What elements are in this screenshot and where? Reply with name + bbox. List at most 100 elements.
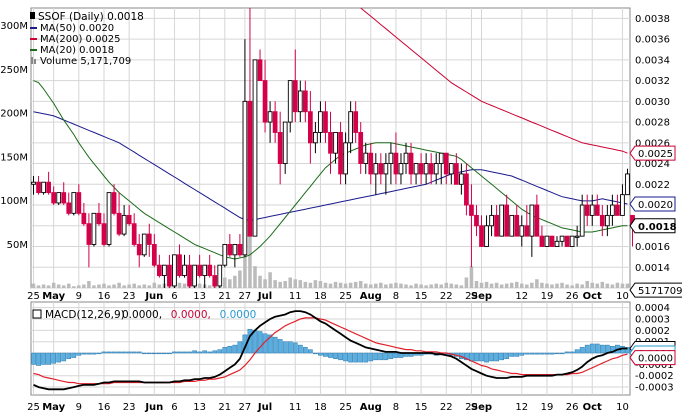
candle-body [479,225,484,247]
macd-histogram-bar [76,352,82,356]
candle-body [318,111,323,133]
volume-bar [228,279,232,288]
volume-bar [117,282,121,288]
candle-body [323,111,328,133]
candle-body [514,214,520,237]
volume-bar [132,283,136,288]
volume-bar [298,280,303,288]
volume-tick-label: 100M [0,196,28,207]
macd-histogram-bar [267,334,273,354]
candle-body [494,214,499,237]
candle-body [56,192,62,204]
candle-body [333,131,338,154]
volume-bar [66,283,71,288]
price-flag [629,145,676,161]
macd-readout-value: 0.0000, [122,309,162,321]
candle-body [31,181,36,185]
candle-body [363,152,369,165]
candle-body [111,192,117,214]
candle-body [625,173,630,196]
volume-bar [283,281,287,288]
candle-body [368,152,374,175]
candle-body [594,204,600,216]
candle-body [438,152,444,165]
price-x-tick-label: 6 [171,291,177,302]
candle-body [569,235,575,247]
volume-bar [61,285,66,288]
candle-body [534,204,540,237]
volume-bar [363,283,368,288]
volume-bar [590,282,595,288]
macd-x-tick-label: 6 [171,402,177,413]
volume-bar [41,284,46,288]
candle-body [459,173,464,185]
volume-bar [87,281,91,288]
volume-tick-label: 50M [7,240,28,251]
macd-histogram-bar [554,352,560,355]
volume-bar [243,253,247,288]
volume-bar [434,283,438,288]
candle-body [272,111,278,133]
price-x-tick-label: 21 [218,291,231,302]
price-y-tick-label: 0.0034 [635,55,670,66]
macd-histogram-bar [277,339,283,354]
volume-bar [620,283,625,288]
macd-histogram-bar [363,352,369,363]
candle-body [66,202,72,214]
candle-body [121,214,127,235]
volume-bar [358,281,363,288]
price-x-tick-label: 9 [76,291,82,302]
macd-histogram-bar [146,352,152,355]
volume-bar [51,282,56,288]
price-flag [629,282,682,298]
price-y-tick-label: 0.0036 [635,35,670,46]
macd-histogram-bar [318,352,323,356]
candle-body [489,214,494,227]
macd-histogram-bar [287,341,293,354]
volume-bar [92,285,96,288]
candle-body [136,243,142,256]
candle-body [131,223,137,245]
candle-body [544,235,550,247]
volume-bar [565,284,569,288]
volume-bar [333,281,338,288]
macd-panel [30,301,631,396]
volume-bar [147,285,152,288]
volume-bar [323,282,328,288]
macd-histogram-bar [574,349,580,354]
candle-body [549,235,555,247]
volume-bar [459,285,464,288]
candle-body [589,204,595,216]
price-x-tick-label: May [42,291,65,302]
macd-histogram-bar [559,352,565,355]
candle-body [584,204,590,216]
volume-bar [484,281,489,288]
macd-histogram-bar [474,352,479,362]
macd-y-tick-label: -0.0003 [635,383,674,394]
macd-legend-icon [32,309,42,319]
price-x-tick-label: 25 [27,291,40,302]
price-x-tick-label: 19 [541,291,554,302]
candle-body [46,181,51,194]
volume-bar [379,282,383,288]
candle-body [177,254,182,277]
macd-histogram-bar [182,351,187,354]
macd-histogram-bar [86,352,92,355]
macd-readout-value: 0.0000 [220,309,257,321]
macd-histogram-bar [464,352,469,361]
volume-bar [278,281,282,288]
macd-x-tick-label: 23 [123,402,136,413]
volume-bar [353,281,358,288]
macd-histogram-bar [292,342,298,354]
macd-histogram-bar [343,352,348,362]
price-flag [629,218,676,234]
macd-histogram-bar [237,341,243,354]
macd-histogram-bar [41,352,46,365]
candle-body [116,212,122,235]
macd-histogram-bar [333,352,338,359]
macd-axis: 0.00040.00030.00020.00010.0000-0.0001-0.… [629,303,676,394]
volume-bar [374,283,378,288]
macd-histogram-bar [187,351,192,354]
macd-x-tick-label: May [42,402,65,413]
volume-bar [328,283,333,288]
